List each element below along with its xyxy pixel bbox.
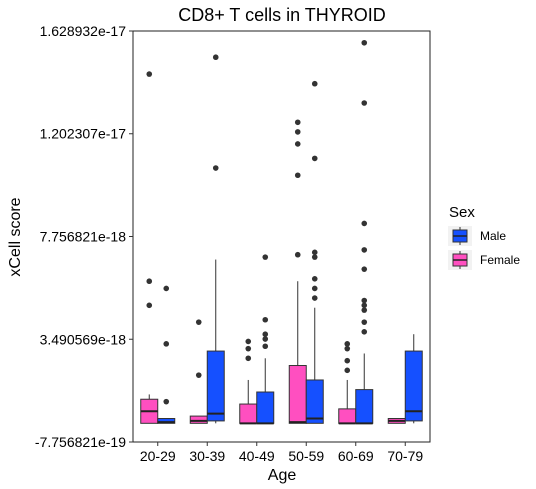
y-axis: -7.756821e-19 3.490569e-18 7.756821e-18 1.2… — [35, 23, 133, 450]
x-axis-title: Age — [268, 467, 297, 484]
outlier-point — [146, 278, 153, 285]
box-female-60-69 — [338, 341, 357, 425]
box-male-30-39 — [206, 54, 225, 424]
outlier-point — [361, 297, 368, 304]
outlier-point — [146, 71, 153, 77]
box-male-60-69 — [355, 39, 374, 425]
x-tick-label: 20-29 — [140, 448, 176, 464]
outlier-point — [361, 39, 368, 46]
box-iqr — [305, 379, 324, 424]
box-iqr — [256, 391, 275, 424]
outlier-point — [262, 336, 269, 342]
outlier-point — [344, 345, 351, 352]
y-tick-label: 1.202307e-17 — [40, 126, 127, 142]
y-tick-label: -7.756821e-19 — [35, 434, 126, 450]
outlier-point — [163, 341, 170, 347]
outlier-point — [311, 295, 318, 301]
x-tick-label: 60-69 — [338, 448, 374, 464]
outlier-point — [195, 372, 202, 378]
outlier-point — [344, 367, 351, 374]
x-tick-label: 50-59 — [288, 448, 324, 464]
box-iqr — [189, 415, 208, 424]
y-axis-title: xCell score — [7, 197, 24, 276]
box-male-70-79 — [404, 334, 423, 424]
box-male-40-49 — [256, 254, 275, 425]
box-female-50-59 — [288, 119, 307, 424]
outlier-point — [361, 328, 368, 335]
y-tick-label: 3.490569e-18 — [40, 331, 127, 347]
box-iqr — [157, 418, 176, 424]
x-tick-label: 30-39 — [189, 448, 225, 464]
outlier-point — [245, 345, 252, 352]
y-tick-label: 1.628932e-17 — [40, 23, 127, 39]
outlier-point — [163, 398, 170, 405]
outlier-point — [311, 249, 318, 256]
box-iqr — [404, 350, 423, 422]
outlier-point — [262, 316, 269, 323]
outlier-point — [262, 254, 269, 260]
outlier-point — [344, 341, 351, 347]
outlier-point — [245, 355, 252, 362]
legend: Sex Male Female — [448, 204, 520, 270]
outlier-point — [294, 172, 301, 179]
outlier-point — [361, 247, 368, 253]
outlier-point — [311, 80, 318, 87]
legend-title: Sex — [449, 204, 475, 221]
x-tick-label: 40-49 — [239, 448, 275, 464]
outlier-point — [311, 276, 318, 282]
box-female-70-79 — [387, 418, 406, 424]
outlier-point — [344, 357, 351, 364]
outlier-point — [294, 141, 301, 147]
outlier-point — [212, 54, 219, 61]
outlier-point — [311, 155, 318, 162]
outlier-point — [294, 119, 301, 126]
legend-key-male — [448, 226, 472, 246]
outlier-point — [146, 302, 153, 309]
outlier-point — [245, 338, 252, 345]
chart-title: CD8+ T cells in THYROID — [178, 5, 386, 25]
outlier-point — [195, 319, 202, 325]
legend-key-female — [448, 250, 472, 270]
outlier-point — [361, 319, 368, 325]
y-tick-label: 7.756821e-18 — [40, 228, 127, 244]
x-axis: 20-29 30-39 40-49 50-59 60-69 70-79 — [140, 442, 423, 464]
box-iqr — [206, 350, 225, 422]
plot-panel — [132, 30, 431, 443]
box-iqr — [338, 408, 357, 424]
legend-label-male: Male — [480, 229, 506, 243]
outlier-point — [361, 302, 368, 309]
outlier-point — [163, 285, 170, 292]
outlier-point — [311, 254, 318, 260]
legend-label-female: Female — [480, 253, 520, 267]
x-tick-label: 70-79 — [387, 448, 423, 464]
outlier-point — [361, 307, 368, 313]
outlier-point — [262, 343, 269, 350]
box-series — [140, 39, 423, 425]
outlier-point — [294, 251, 301, 258]
outlier-point — [212, 165, 219, 171]
box-female-20-29 — [140, 71, 159, 424]
outlier-point — [262, 331, 269, 338]
outlier-point — [361, 220, 368, 227]
box-male-50-59 — [305, 80, 324, 424]
outlier-point — [294, 129, 301, 135]
outlier-point — [361, 266, 368, 272]
box-iqr — [355, 389, 374, 424]
outlier-point — [311, 285, 318, 292]
box-iqr — [288, 365, 307, 424]
outlier-point — [361, 100, 368, 106]
box-iqr — [239, 403, 258, 424]
box-male-20-29 — [157, 285, 176, 424]
